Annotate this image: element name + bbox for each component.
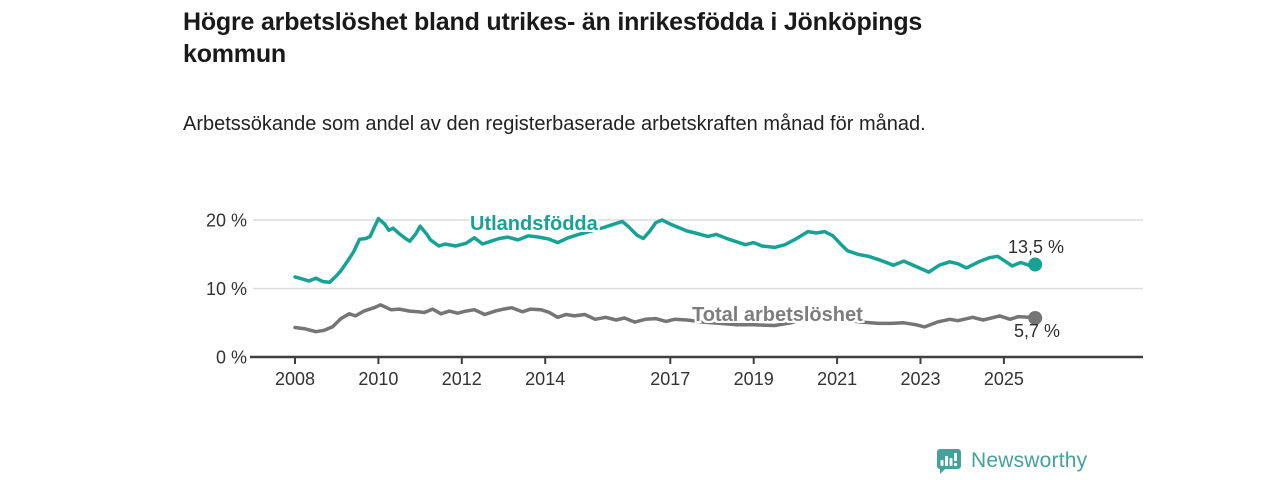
newsworthy-bubble-icon (937, 449, 961, 474)
x-tick-label-2023: 2023 (900, 369, 940, 389)
chart-title: Högre arbetslöshet bland utrikes- än inr… (183, 8, 923, 68)
x-tick-label-2014: 2014 (525, 369, 565, 389)
series-label-utlandsfodda: Utlandsfödda (470, 213, 598, 235)
x-tick-label-2010: 2010 (358, 369, 398, 389)
series-label-total-arbetsloshet: Total arbetslöshet (692, 304, 863, 326)
series-end-dot-total-arbetsloshet (1028, 310, 1043, 325)
series-end-dot-utlandsfodda (1028, 257, 1043, 272)
newsworthy-logo[interactable]: Newsworthy (934, 446, 1087, 476)
x-tick-label-2017: 2017 (650, 369, 690, 389)
x-tick-label-2012: 2012 (442, 369, 482, 389)
series-line-utlandsfodda (293, 216, 1037, 285)
x-tick-label-2019: 2019 (734, 369, 774, 389)
series-line-total-arbetsloshet (293, 303, 1037, 334)
end-value-utlandsfodda: 13,5 % (1008, 237, 1065, 257)
x-tick-label-2021: 2021 (817, 369, 857, 389)
end-value-total-arbetsloshet: 5,7 % (1014, 321, 1061, 341)
x-tick-label-2008: 2008 (275, 369, 315, 389)
y-tick-label-0: 0 % (216, 348, 247, 368)
newsworthy-wordmark: Newsworthy (971, 449, 1088, 472)
chart-subtitle: Arbetssökande som andel av den registerb… (183, 113, 926, 135)
y-tick-label-20: 20 % (206, 211, 247, 231)
x-tick-label-2025: 2025 (984, 369, 1024, 389)
y-tick-label-10: 10 % (206, 279, 247, 299)
